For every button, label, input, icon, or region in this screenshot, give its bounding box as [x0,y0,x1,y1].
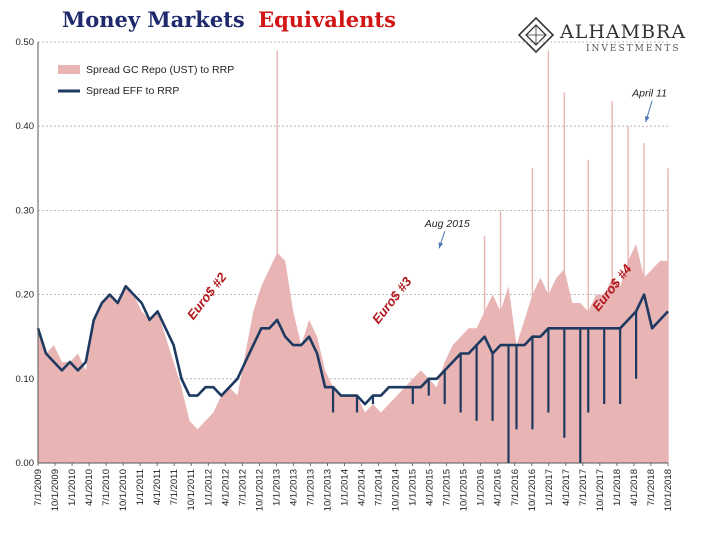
x-tick-label: 10/1/2016 [527,469,538,511]
x-tick-label: 4/1/2016 [493,469,504,506]
x-tick-label: 7/1/2015 [442,469,453,506]
y-tick-label: 0.30 [16,205,35,216]
legend-label-area: Spread GC Repo (UST) to RRP [86,64,234,76]
x-tick-label: 4/1/2015 [425,469,436,506]
x-tick-label: 10/1/2012 [254,469,265,511]
x-tick-label: 10/1/2014 [391,469,402,511]
x-tick-label: 1/1/2014 [339,469,350,506]
alhambra-logo: ALHAMBRA INVESTMENTS [517,16,686,54]
annotation-label: April 11 [631,88,667,100]
x-tick-label: 4/1/2013 [288,469,299,506]
x-tick-label: 10/1/2009 [50,469,61,511]
x-tick-label: 7/1/2014 [374,469,385,506]
x-tick-label: 4/1/2014 [357,469,368,506]
y-tick-label: 0.20 [16,290,35,301]
y-tick-label: 0.40 [16,121,35,132]
x-tick-label: 7/1/2009 [33,469,44,506]
x-tick-label: 10/1/2011 [186,469,197,511]
x-tick-label: 4/1/2017 [561,469,572,506]
x-tick-label: 4/1/2010 [84,469,95,506]
x-tick-label: 1/1/2015 [408,469,419,506]
line-series-layer [36,284,669,463]
x-tick-label: 10/1/2017 [595,469,606,511]
x-tick-label: 1/1/2013 [271,469,282,506]
x-tick-label: 4/1/2011 [152,469,163,505]
y-tick-label: 0.50 [16,37,35,48]
euro-annotation: Euro$ #3 [369,273,415,326]
x-tick-label: 10/1/2013 [322,469,333,511]
y-axis-ticks: 0.00 0.10 0.20 0.30 0.40 0.50 [16,37,35,469]
diamond-logo-icon [517,16,555,54]
x-tick-label: 10/1/2015 [459,469,470,511]
chart-title: Money Markets Equivalents [62,7,396,32]
logo-name: ALHAMBRA [559,21,686,43]
x-tick-label: 7/1/2013 [305,469,316,506]
legend-swatch-area [58,65,80,74]
x-tick-label: 1/1/2012 [203,469,214,506]
arrowhead-icon [438,242,444,249]
annotation-label: Aug 2015 [424,218,470,230]
y-tick-label: 0.00 [16,458,35,469]
x-tick-label: 10/1/2010 [118,469,129,511]
legend: Spread GC Repo (UST) to RRP Spread EFF to… [58,64,234,97]
line-series-path [36,284,669,406]
x-tick-label: 7/1/2017 [578,469,589,506]
x-tick-label: 7/1/2011 [169,469,180,505]
x-tick-label: 4/1/2012 [220,469,231,506]
logo-subtitle: INVESTMENTS [586,44,681,54]
x-tick-label: 7/1/2010 [101,469,112,506]
arrowhead-icon [645,116,650,122]
x-tick-label: 1/1/2016 [476,469,487,506]
axes [37,42,668,464]
x-tick-label: 1/1/2017 [544,469,555,506]
area-series-fill [38,244,668,463]
x-tick-label: 4/1/2018 [629,469,640,506]
x-tick-label: 7/1/2018 [646,469,657,506]
legend-label-line: Spread EFF to RRP [86,85,179,97]
x-tick-label: 10/1/2018 [663,469,674,511]
x-tick-label: 7/1/2016 [510,469,521,506]
x-axis-ticks: 7/1/2009 10/1/2009 1/1/2010 4/1/2010 7/1/201… [33,463,674,511]
x-tick-label: 7/1/2012 [237,469,248,506]
euro-annotation: Euro$ #2 [184,269,230,322]
title-part-1: Money Markets [62,7,245,32]
x-tick-label: 1/1/2011 [135,469,146,505]
y-tick-label: 0.10 [16,374,35,385]
title-part-2: Equivalents [258,7,396,32]
x-tick-label: 1/1/2018 [612,469,623,506]
area-series-layer [38,50,669,463]
x-tick-label: 1/1/2010 [67,469,78,506]
